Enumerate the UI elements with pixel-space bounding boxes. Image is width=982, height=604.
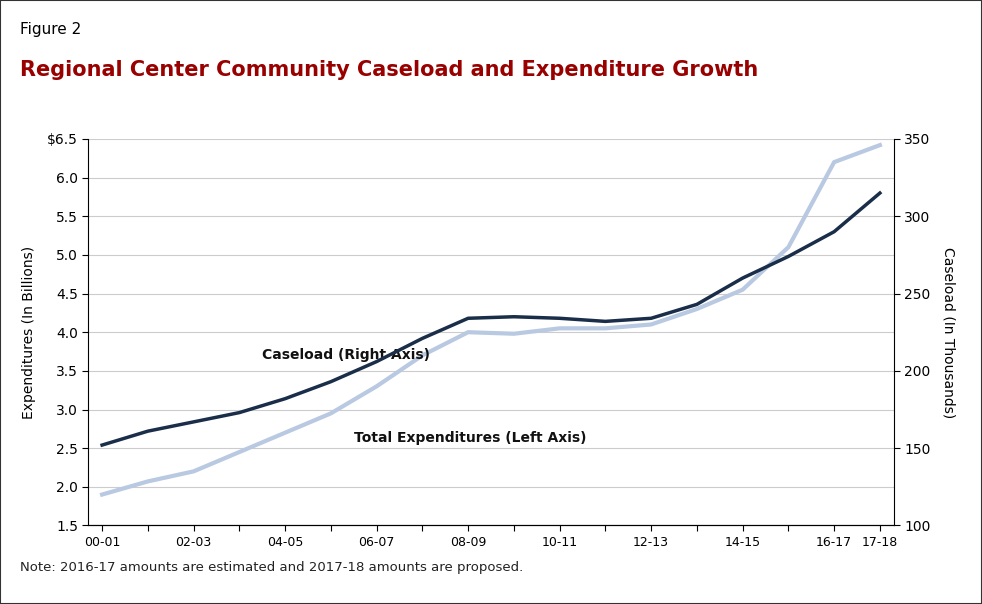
Text: Regional Center Community Caseload and Expenditure Growth: Regional Center Community Caseload and E… xyxy=(20,60,758,80)
Y-axis label: Expenditures (In Billions): Expenditures (In Billions) xyxy=(22,246,36,419)
Text: Figure 2: Figure 2 xyxy=(20,22,81,37)
Text: Note: 2016-17 amounts are estimated and 2017-18 amounts are proposed.: Note: 2016-17 amounts are estimated and … xyxy=(20,561,522,574)
Y-axis label: Caseload (In Thousands): Caseload (In Thousands) xyxy=(942,246,955,418)
Text: Total Expenditures (Left Axis): Total Expenditures (Left Axis) xyxy=(354,431,586,445)
Text: Caseload (Right Axis): Caseload (Right Axis) xyxy=(262,349,430,362)
